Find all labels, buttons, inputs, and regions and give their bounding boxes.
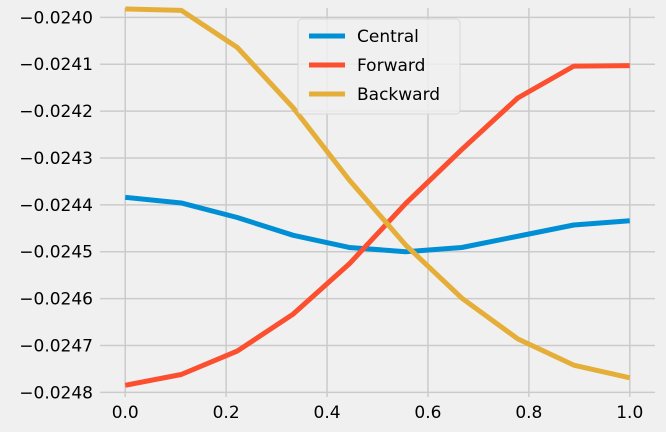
y-tick-label: −0.0245 xyxy=(19,243,93,263)
y-tick-label: −0.0246 xyxy=(19,290,93,310)
x-tick-label: 0.2 xyxy=(213,403,240,423)
series-line-central xyxy=(124,194,630,255)
legend-label-backward: Backward xyxy=(357,85,440,105)
legend: Central Forward Backward xyxy=(297,18,461,115)
y-tick-label: −0.0241 xyxy=(19,55,93,75)
x-axis-ticks: 0.0 0.2 0.4 0.6 0.8 1.0 xyxy=(112,403,644,423)
x-tick-label: 1.0 xyxy=(616,403,643,423)
y-tick-label: −0.0247 xyxy=(19,336,93,356)
x-tick-label: 0.4 xyxy=(314,403,341,423)
y-tick-label: −0.0240 xyxy=(19,8,93,28)
x-tick-label: 0.0 xyxy=(112,403,139,423)
y-tick-label: −0.0243 xyxy=(19,149,93,169)
y-tick-label: −0.0242 xyxy=(19,102,93,122)
x-tick-label: 0.6 xyxy=(414,403,441,423)
y-tick-label: −0.0244 xyxy=(19,196,93,216)
legend-label-forward: Forward xyxy=(357,56,425,76)
legend-label-central: Central xyxy=(357,27,419,47)
series-line-backward xyxy=(125,6,631,381)
y-axis-ticks: −0.0240 −0.0241 −0.0242 −0.0243 −0.0244 −0.02… xyxy=(19,8,93,403)
x-tick-label: 0.8 xyxy=(515,403,542,423)
y-tick-label: −0.0248 xyxy=(19,383,93,403)
series-lines xyxy=(124,6,631,388)
legend-box xyxy=(297,18,461,115)
series-line-forward xyxy=(124,63,630,388)
